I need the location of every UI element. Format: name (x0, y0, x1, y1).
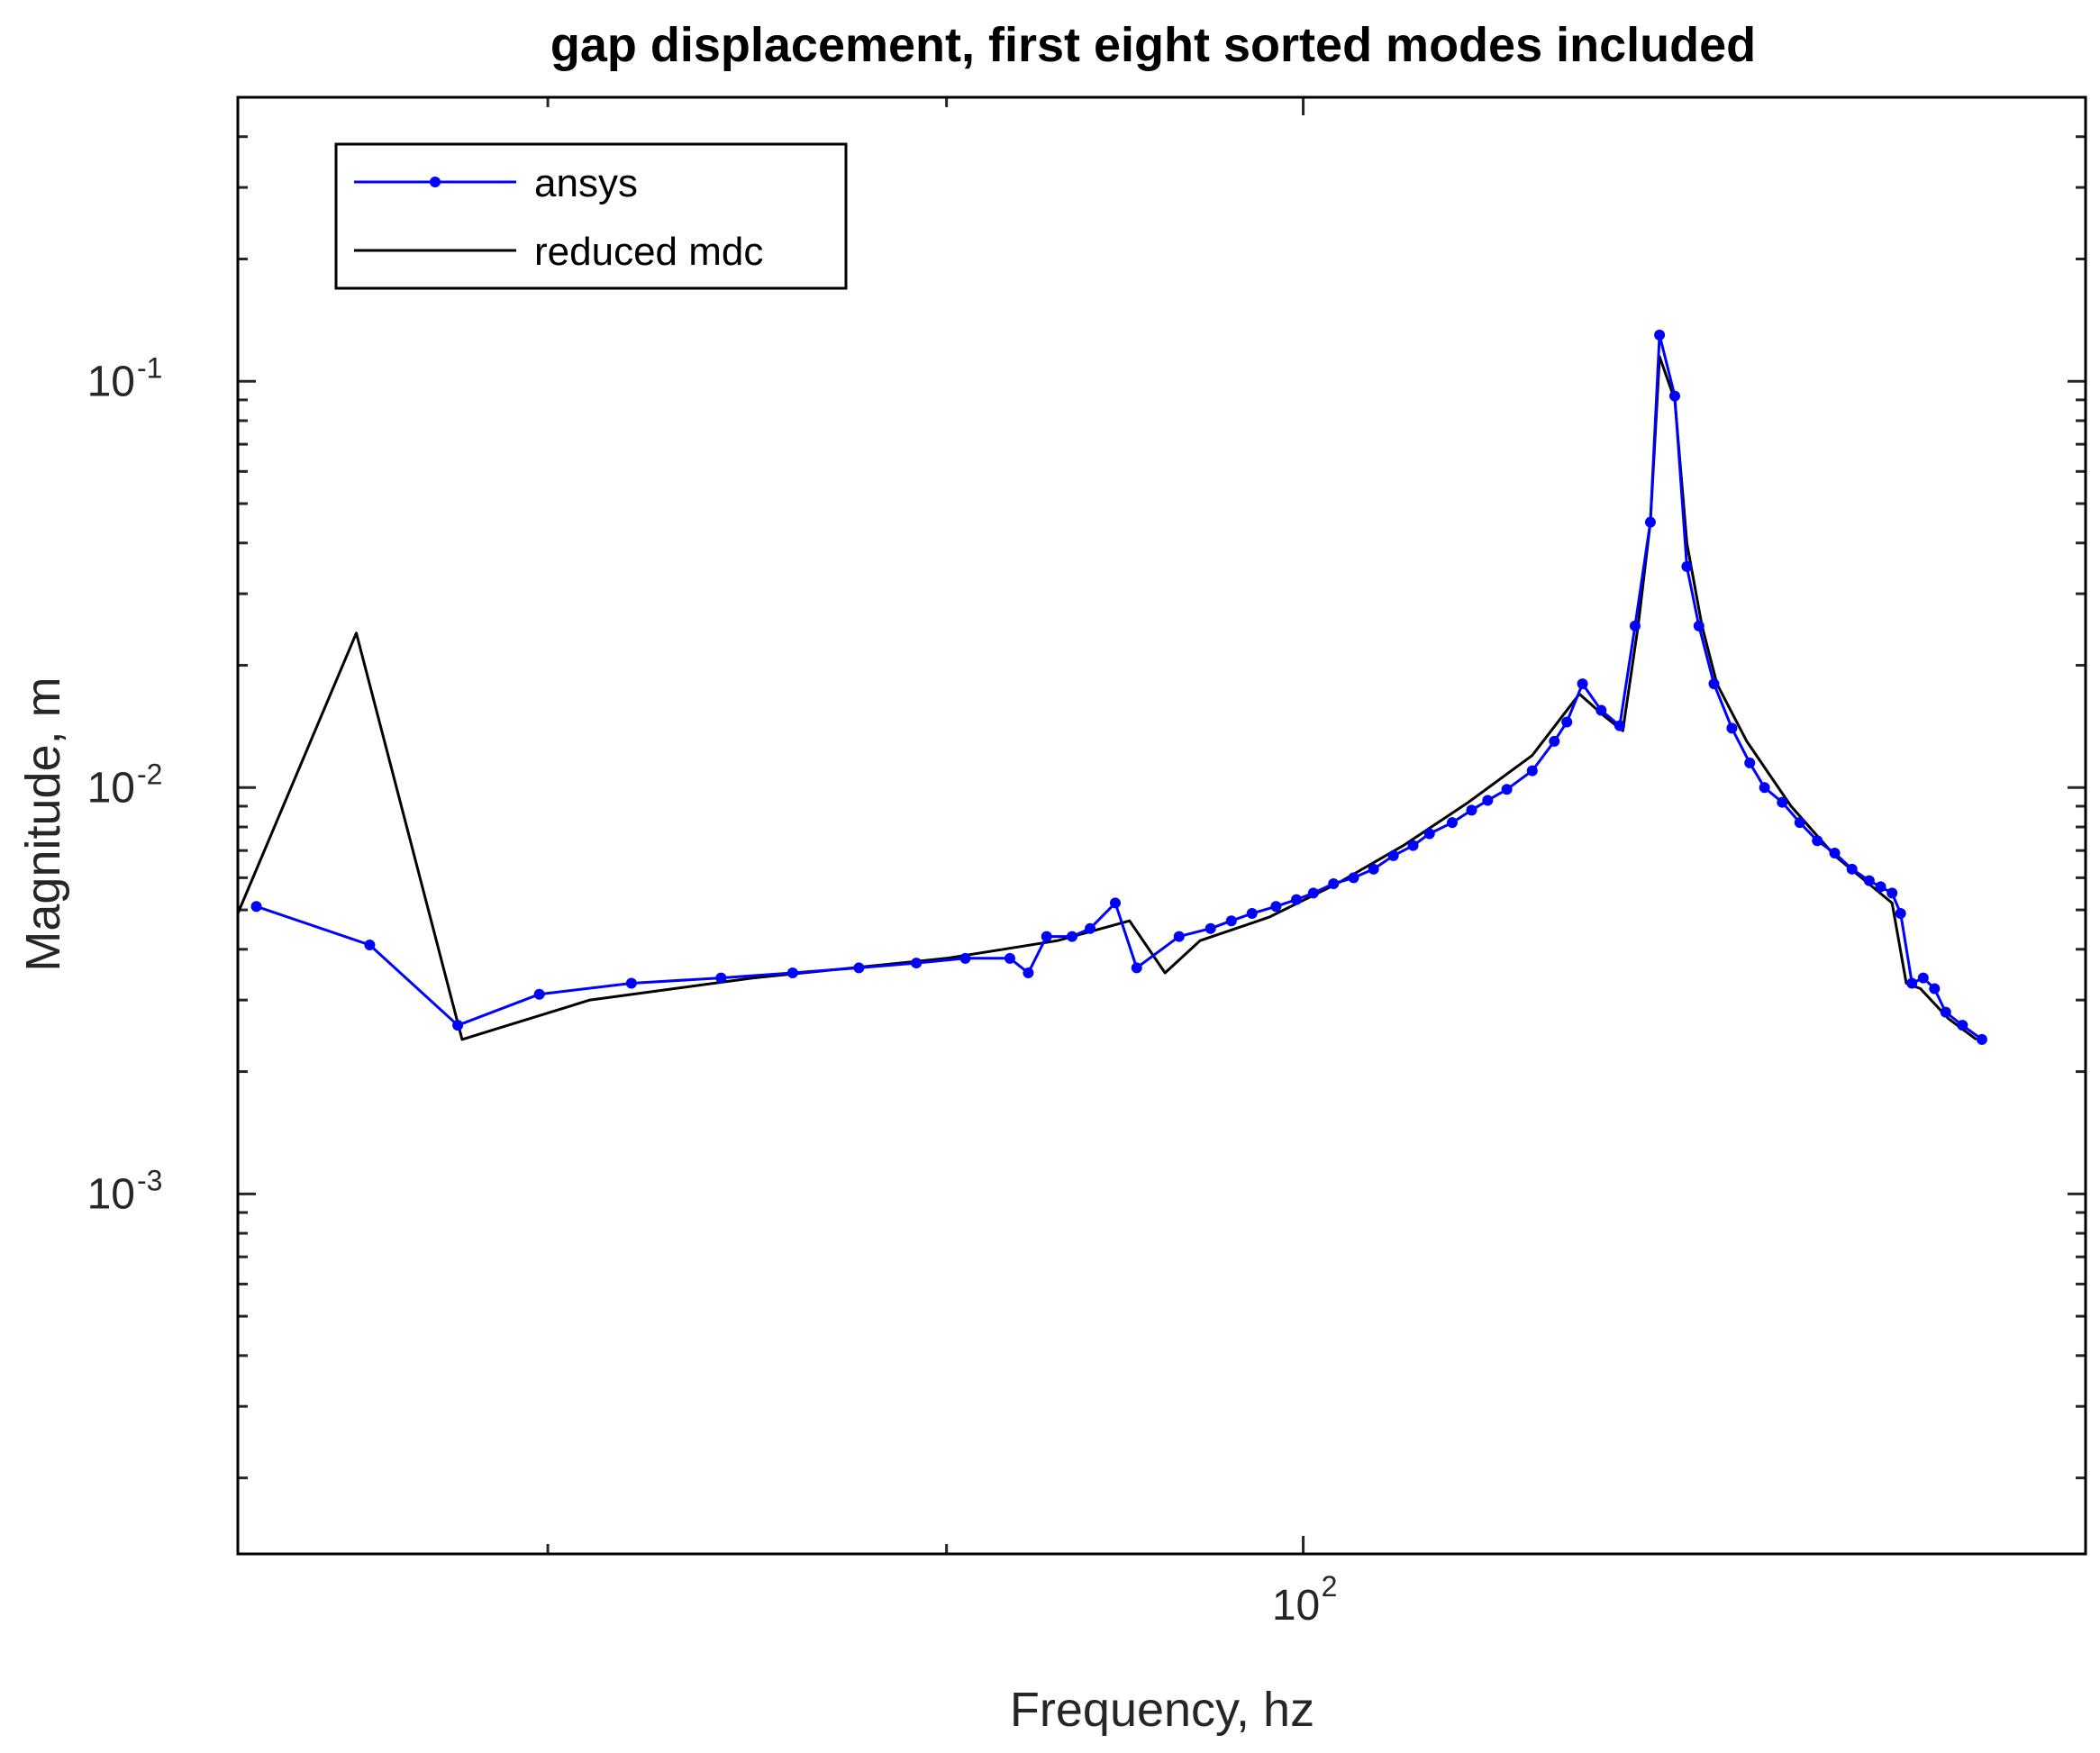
data-point-ansys (1307, 887, 1319, 899)
data-point-ansys (1368, 863, 1379, 875)
data-point-ansys (1708, 678, 1720, 690)
data-point-ansys (1270, 901, 1282, 913)
data-point-ansys (1895, 908, 1906, 920)
data-point-ansys (1957, 1020, 1968, 1031)
data-point-ansys (853, 962, 865, 974)
data-point-ansys (1668, 390, 1680, 402)
data-point-ansys (452, 1020, 464, 1031)
data-point-ansys (1794, 817, 1805, 829)
data-point-ansys (1549, 735, 1560, 747)
y-tick-label-exponent: -2 (137, 758, 162, 790)
y-tick-label: 10 (87, 1170, 135, 1218)
data-point-ansys (625, 977, 637, 989)
data-point-ansys (1863, 875, 1875, 886)
y-tick-label: 10 (87, 764, 135, 812)
data-point-ansys (1446, 817, 1458, 829)
data-point-ansys (1387, 849, 1399, 861)
data-point-ansys (959, 952, 971, 964)
data-point-ansys (1526, 765, 1538, 777)
data-point-ansys (1328, 878, 1340, 890)
data-point-ansys (1726, 722, 1738, 734)
tick-marks (238, 95, 2086, 1554)
y-tick-label-exponent: -3 (137, 1164, 162, 1196)
legend-marker-ansys (430, 177, 441, 187)
data-point-ansys (1929, 983, 1941, 995)
tick-labels: 10 -110 -210 -310 2 (87, 351, 1338, 1630)
data-point-ansys (1131, 962, 1142, 974)
data-point-ansys (1759, 782, 1770, 794)
data-point-ansys (364, 939, 376, 950)
data-point-ansys (1173, 931, 1185, 942)
data-point-ansys (1614, 720, 1625, 731)
y-axis-label: Magnitude, m (16, 677, 70, 971)
data-point-ansys (1085, 922, 1096, 934)
data-point-ansys (1225, 915, 1237, 927)
data-point-ansys (1886, 887, 1898, 899)
data-point-ansys (1004, 952, 1015, 964)
x-axis-label: Frequency, hz (1010, 1683, 1314, 1737)
data-point-ansys (1407, 840, 1419, 851)
data-point-ansys (786, 967, 798, 978)
data-point-ansys (1246, 908, 1258, 920)
data-point-ansys (1577, 678, 1588, 690)
data-point-ansys (1023, 967, 1034, 978)
data-point-ansys (911, 958, 923, 969)
data-point-ansys (533, 988, 545, 1000)
series-layer (238, 329, 1987, 1045)
data-point-ansys (1940, 1006, 1951, 1018)
data-point-ansys (1466, 804, 1477, 816)
data-point-ansys (1681, 560, 1693, 572)
plot-frame (236, 95, 2087, 1556)
data-point-ansys (1423, 828, 1435, 840)
data-point-ansys (1595, 704, 1607, 716)
data-point-ansys (250, 901, 262, 913)
data-point-ansys (715, 972, 727, 984)
x-tick-label-exponent: 2 (1322, 1570, 1338, 1603)
data-point-ansys (1875, 881, 1886, 893)
plot-area (238, 97, 2086, 1554)
x-tick-label: 10 (1272, 1582, 1320, 1630)
data-point-ansys (1561, 716, 1573, 728)
data-point-ansys (1693, 620, 1705, 631)
legend: ansys reduced mdc (334, 142, 848, 290)
data-point-ansys (1812, 835, 1823, 847)
legend-label-reduced-mdc: reduced mdc (534, 230, 763, 274)
data-point-ansys (1205, 922, 1216, 934)
data-point-ansys (1829, 847, 1841, 858)
data-point-ansys (1744, 757, 1756, 768)
chart-title: gap displacement, first eight sorted mod… (550, 18, 1756, 72)
data-point-ansys (1906, 977, 1918, 989)
data-point-ansys (1976, 1033, 1987, 1045)
data-point-ansys (1291, 894, 1303, 905)
legend-box (334, 142, 848, 290)
data-point-ansys (1501, 784, 1513, 795)
data-point-ansys (1846, 863, 1858, 875)
data-point-ansys (1067, 931, 1078, 942)
data-point-ansys (1041, 931, 1052, 942)
y-tick-label: 10 (87, 358, 135, 405)
y-tick-label-exponent: -1 (137, 351, 162, 384)
data-point-ansys (1109, 897, 1121, 909)
data-point-ansys (1917, 972, 1929, 984)
data-point-ansys (1348, 872, 1359, 884)
data-point-ansys (1654, 329, 1666, 341)
legend-label-ansys: ansys (534, 161, 638, 205)
data-point-ansys (1644, 516, 1656, 528)
data-point-ansys (1629, 620, 1641, 631)
data-point-ansys (1482, 795, 1494, 806)
data-point-ansys (1777, 796, 1788, 808)
